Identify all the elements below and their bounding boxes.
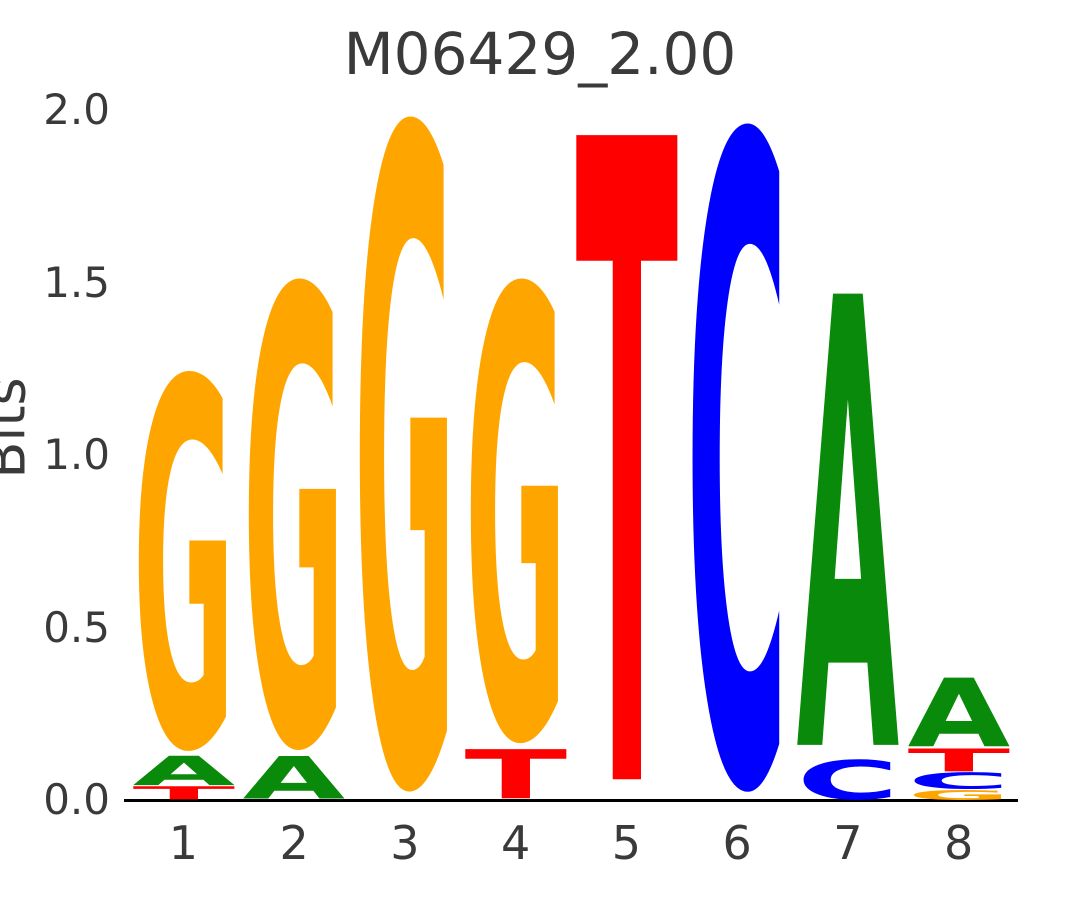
chart-title: M06429_2.00 [343,20,737,88]
svg-text:C: C [797,759,900,800]
svg-text:T: T [132,786,235,800]
svg-text:G: G [243,276,346,756]
x-tick-label: 6 [722,816,752,870]
logo-letter-T: T [131,786,237,800]
logo-letter-C: C [684,120,790,800]
x-axis-tick-labels: 1 2 3 4 5 6 7 8 [0,812,1080,872]
y-tick-label: 0.0 [43,775,110,824]
logo-letter-G: G [463,276,569,749]
x-axis-line [124,799,1018,802]
y-tick-label: 1.0 [43,430,110,479]
svg-text:G: G [464,276,567,749]
logo-letter-G: G [241,276,347,756]
logo-letter-T: T [906,748,1012,772]
y-tick-label: 1.5 [43,257,110,307]
logo-stack-position-3: G [352,113,458,800]
x-tick-label: 7 [833,816,863,870]
logo-letter-G: G [131,369,237,755]
svg-text:C: C [907,772,1010,789]
svg-text:A: A [132,755,235,786]
logo-letter-G: G [906,790,1012,800]
logo-letter-C: C [795,759,901,800]
logo-stack-position-5: T [574,120,680,800]
logo-stack-position-6: C [684,120,790,800]
x-tick-label: 2 [279,816,309,870]
svg-text:T: T [575,120,678,800]
svg-text:A: A [797,283,901,759]
y-axis-tick-labels: 0.0 0.5 1.0 1.5 2.0 [28,0,110,900]
svg-text:A: A [243,755,346,800]
svg-text:T: T [464,748,567,800]
logo-letter-A: A [241,755,347,800]
logo-letter-A: A [131,755,237,786]
logo-letter-A: A [906,676,1012,748]
logo-letter-C: C [906,772,1012,789]
x-tick-label: 4 [500,816,531,870]
logo-letter-T: T [463,748,569,800]
x-tick-label: 1 [168,816,199,870]
svg-text:A: A [907,676,1010,748]
logo-letter-A: A [795,283,901,759]
svg-text:G: G [132,369,235,755]
x-tick-label: 5 [611,816,642,870]
x-tick-label: 8 [943,816,974,870]
svg-text:T: T [907,748,1010,772]
logo-letter-G: G [352,113,458,800]
x-tick-label: 3 [390,816,420,870]
svg-text:G: G [354,113,457,800]
svg-text:G: G [907,790,1010,800]
y-tick-label: 2.0 [43,85,110,134]
logo-letter-T: T [574,120,680,800]
svg-text:C: C [686,120,789,800]
y-tick-label: 0.5 [43,602,110,652]
